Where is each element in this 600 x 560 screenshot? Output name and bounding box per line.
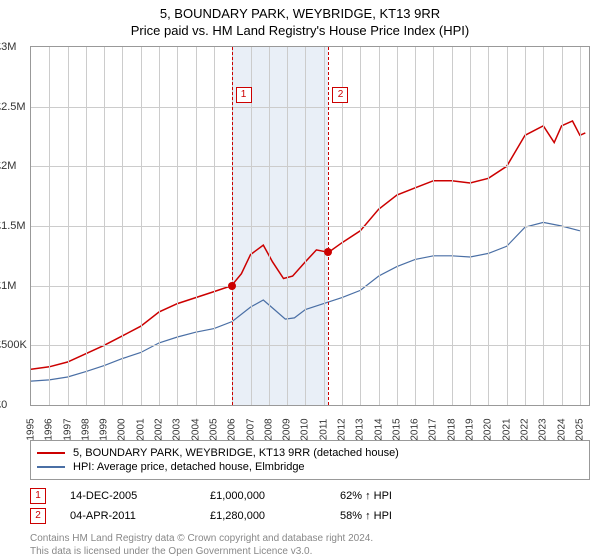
y-axis-label: £2M	[0, 160, 16, 172]
chart-marker-2: 2	[332, 87, 348, 103]
x-axis-label: 1999	[99, 418, 110, 440]
y-axis-label: £2.5M	[0, 101, 26, 113]
legend-item-hpi: HPI: Average price, detached house, Elmb…	[37, 461, 583, 473]
x-axis-label: 2024	[556, 418, 567, 440]
sale-row: 1 14-DEC-2005 £1,000,000 62% ↑ HPI	[30, 486, 590, 506]
x-axis-label: 2011	[318, 419, 329, 441]
sale-price: £1,280,000	[210, 510, 300, 522]
x-axis-label: 2021	[501, 418, 512, 440]
y-axis-label: £1M	[0, 280, 16, 292]
x-axis-label: 2010	[300, 418, 311, 440]
x-axis-label: 2007	[245, 418, 256, 440]
x-axis-label: 2015	[391, 418, 402, 440]
x-axis-label: 2022	[519, 418, 530, 440]
x-axis-label: 2012	[337, 418, 348, 440]
sale-price: £1,000,000	[210, 490, 300, 502]
x-axis-label: 2005	[208, 418, 219, 440]
x-axis-label: 2023	[538, 418, 549, 440]
legend-swatch	[37, 452, 65, 454]
sale-point	[228, 282, 236, 290]
x-axis-label: 2006	[227, 418, 238, 440]
x-axis-label: 2019	[465, 418, 476, 440]
footer-line1: Contains HM Land Registry data © Crown c…	[30, 532, 590, 545]
chart-title-block: 5, BOUNDARY PARK, WEYBRIDGE, KT13 9RR Pr…	[0, 0, 600, 38]
x-axis-label: 2003	[172, 418, 183, 440]
x-axis-label: 2018	[446, 418, 457, 440]
y-axis-label: £3M	[0, 41, 16, 53]
sale-pct: 58% ↑ HPI	[340, 510, 392, 522]
legend-item-property: 5, BOUNDARY PARK, WEYBRIDGE, KT13 9RR (d…	[37, 447, 583, 459]
y-axis-label: £1.5M	[0, 220, 26, 232]
x-axis-label: 1998	[80, 418, 91, 440]
x-axis-label: 2004	[190, 418, 201, 440]
x-axis-label: 2002	[154, 418, 165, 440]
y-axis-label: £0	[0, 399, 7, 411]
legend-label: 5, BOUNDARY PARK, WEYBRIDGE, KT13 9RR (d…	[73, 447, 399, 459]
legend: 5, BOUNDARY PARK, WEYBRIDGE, KT13 9RR (d…	[30, 440, 590, 480]
x-axis-label: 2016	[410, 418, 421, 440]
x-axis-label: 2001	[135, 418, 146, 440]
footer: Contains HM Land Registry data © Crown c…	[30, 532, 590, 558]
x-axis-label: 2009	[282, 418, 293, 440]
x-axis-label: 2017	[428, 418, 439, 440]
sale-date: 04-APR-2011	[70, 510, 170, 522]
legend-swatch	[37, 466, 65, 468]
x-axis-label: 1995	[26, 418, 37, 440]
chart-marker-1: 1	[236, 87, 252, 103]
legend-label: HPI: Average price, detached house, Elmb…	[73, 461, 305, 473]
x-axis-label: 2025	[574, 418, 585, 440]
sale-pct: 62% ↑ HPI	[340, 490, 392, 502]
x-axis-label: 2008	[263, 418, 274, 440]
sale-row: 2 04-APR-2011 £1,280,000 58% ↑ HPI	[30, 506, 590, 526]
x-axis-label: 1996	[44, 418, 55, 440]
sale-marker-1: 1	[30, 488, 46, 504]
sale-marker-2: 2	[30, 508, 46, 524]
sale-point	[324, 248, 332, 256]
x-axis-label: 2000	[117, 418, 128, 440]
x-axis-label: 1997	[62, 418, 73, 440]
title-line2: Price paid vs. HM Land Registry's House …	[0, 23, 600, 38]
title-line1: 5, BOUNDARY PARK, WEYBRIDGE, KT13 9RR	[0, 6, 600, 21]
sale-date: 14-DEC-2005	[70, 490, 170, 502]
y-axis-label: £500K	[0, 339, 27, 351]
x-axis-label: 2014	[373, 418, 384, 440]
price-chart: £0£500K£1M£1.5M£2M£2.5M£3M19951996199719…	[30, 46, 590, 406]
sales-table: 1 14-DEC-2005 £1,000,000 62% ↑ HPI 2 04-…	[30, 486, 590, 526]
x-axis-label: 2013	[355, 418, 366, 440]
x-axis-label: 2020	[483, 418, 494, 440]
footer-line2: This data is licensed under the Open Gov…	[30, 545, 590, 558]
